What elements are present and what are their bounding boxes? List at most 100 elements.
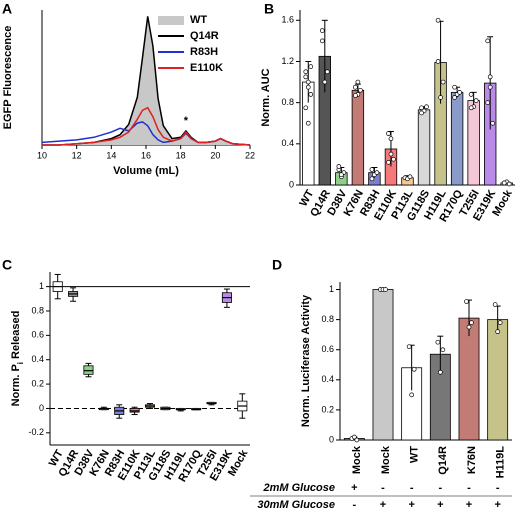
condition-mark: - [352,499,356,511]
y-axis-label: EGFP Fluorescence [2,26,14,130]
y-tick-label: 1 [39,281,44,291]
y-axis-label-part: Released [10,311,22,359]
x-tick-label: 10 [37,150,47,160]
y-tick-label: 0 [329,434,334,444]
data-point [383,287,388,292]
y-tick-label: 0.4 [31,354,44,364]
data-point [353,93,358,98]
data-point [336,164,342,169]
data-point [490,120,496,126]
data-point [322,79,328,85]
data-point [406,344,412,350]
data-point [424,104,429,110]
data-point [435,17,441,23]
x-tick-label: 18 [176,150,186,160]
bar [458,317,480,441]
data-point [437,369,443,375]
x-tick-label: 12 [72,150,82,160]
data-point [388,151,394,157]
y-axis-label: Norm. Pi Released [10,311,25,407]
y-tick-label: 0 [289,179,294,189]
data-point [303,69,309,75]
y-axis-label: Norm. Luciferase Activity [300,294,312,427]
condition-mark: + [437,499,443,511]
condition-mark: + [351,482,357,494]
bar [417,109,431,186]
bar [351,89,365,186]
x-tick-label: H119L [495,446,507,479]
condition-mark: + [380,499,386,511]
data-point [305,84,311,90]
annotation: * [184,115,189,127]
data-point [487,74,493,80]
condition-mark: + [466,499,472,511]
data-point [485,38,491,44]
legend-label: Q14R [190,30,219,42]
y-tick-label: 0 [39,403,44,413]
legend-label: R83H [190,46,218,58]
x-tick-label: 16 [141,150,151,160]
y-axis-label-part: Norm. P [10,364,22,406]
y-tick-label: 0.2 [31,378,44,388]
y-tick-label: 1.6 [281,15,294,25]
data-point [407,174,413,180]
bar [372,289,394,441]
data-point [485,100,491,105]
data-point [487,84,493,90]
x-tick-label: Q14R [437,446,449,475]
y-tick-label: 1.2 [281,56,294,66]
legend-swatch [158,16,184,25]
y-axis-label-part: i [16,362,25,364]
x-axis-label: Volume (mL) [113,165,179,177]
data-point [419,110,424,116]
y-tick-label: 0.4 [321,374,334,384]
x-tick-label: Mock [351,445,363,474]
data-point [319,38,325,44]
y-tick-label: 1 [329,284,334,294]
bar [450,91,464,186]
data-point [419,105,424,111]
y-tick-label: 0.6 [321,344,334,354]
data-point [506,181,512,187]
data-point [303,105,309,111]
x-tick-label: K76N [466,446,478,474]
panel-label: C [2,257,12,273]
bar [487,319,509,441]
data-point [319,28,325,33]
data-point [358,87,363,93]
data-point [391,156,396,162]
data-point [305,120,311,126]
y-axis-label: Norm. AUC [260,68,272,126]
data-point [369,167,375,172]
panel-label: A [2,1,12,17]
data-point [386,131,391,136]
data-point [388,136,394,142]
data-point [324,69,330,75]
condition-label: 30mM Glucose [257,499,335,511]
y-tick-label: 0.2 [321,404,334,414]
condition-mark: - [467,482,471,494]
box [83,365,94,375]
data-point [438,95,443,100]
condition-mark: - [496,482,500,494]
data-point [386,160,391,165]
y-tick-label: 0.4 [281,138,294,148]
data-point [440,79,446,85]
y-tick-label: 0.8 [281,97,294,107]
legend-label: E110K [190,62,223,74]
data-point [353,84,358,90]
data-point [501,180,507,186]
data-point [305,79,311,85]
condition-mark: - [438,482,442,494]
data-point [411,366,417,372]
data-point [435,339,441,345]
y-tick-label: 0.6 [31,330,44,340]
box [129,408,140,413]
data-point [452,95,457,100]
condition-mark: + [494,499,500,511]
condition-mark: - [381,482,385,494]
data-point [495,329,501,335]
data-point [369,176,375,182]
data-point [468,92,474,97]
panel-label: D [272,257,282,273]
